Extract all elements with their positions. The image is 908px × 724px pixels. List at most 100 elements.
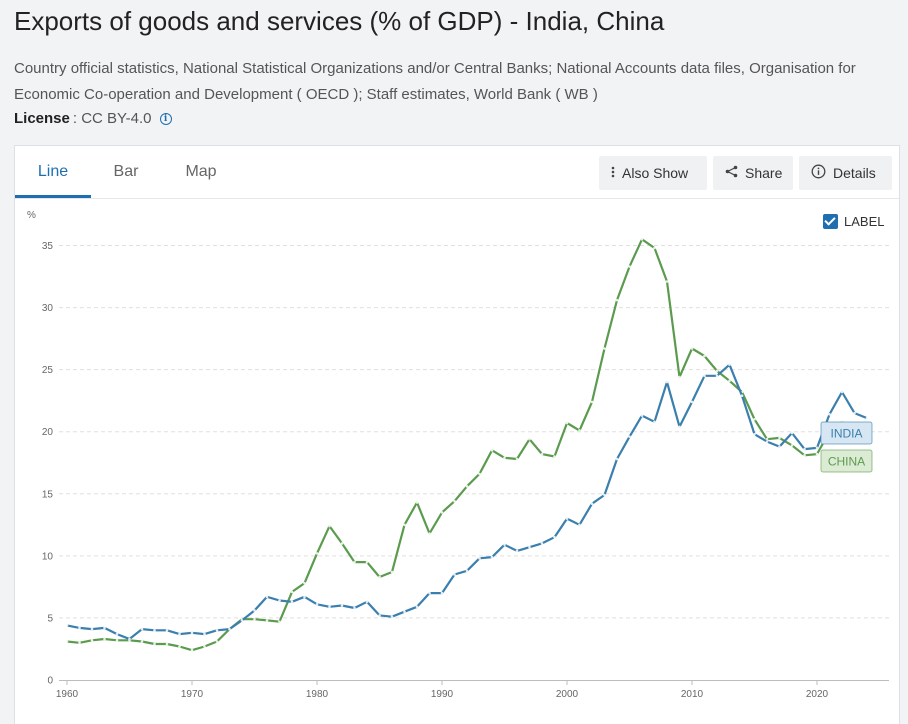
data-point-china [328,524,331,528]
tab-bar[interactable]: Bar [113,163,139,180]
data-point-india [378,614,381,617]
data-point-china [215,640,219,643]
also-show-button[interactable]: Also Show [599,156,707,190]
data-point-india [440,591,444,595]
data-point-india [190,631,194,635]
x-tick-label: 2000 [556,689,579,700]
data-point-india [265,595,269,599]
details-label: Details [833,165,876,181]
data-point-china [178,645,181,648]
data-point-china [165,642,169,646]
data-point-china [728,379,731,383]
data-point-india [165,629,169,632]
data-point-china [528,437,531,441]
data-point-india [828,413,831,416]
data-point-india [178,632,181,636]
x-tick-label: 2020 [806,689,829,700]
data-point-india [640,414,644,417]
data-point-china [65,640,69,643]
data-point-india [115,632,119,636]
end-label-china: CHINA [828,455,865,469]
share-button[interactable]: Share [713,156,793,190]
data-point-china [478,472,481,476]
data-point-india [465,569,469,573]
label-toggle[interactable]: LABEL [823,214,884,229]
data-point-india [78,626,81,630]
data-point-china [628,265,631,268]
data-point-india [840,390,844,394]
x-tick-label: 1980 [306,689,329,700]
y-tick-label: 20 [42,427,54,438]
data-point-india [140,627,144,631]
end-label-box-china [820,449,873,473]
data-point-china [578,429,581,432]
y-tick-label: 10 [42,551,54,562]
info-icon[interactable]: i [159,112,172,125]
data-point-india [228,627,231,631]
data-point-india [340,604,344,607]
data-point-china [115,638,119,642]
x-tick-label: 2010 [681,689,704,700]
end-label-box-india [820,421,873,445]
data-point-india [765,440,769,443]
data-point-india [328,605,331,609]
data-point-india [390,615,394,618]
data-point-china [565,421,569,425]
series-line-china [66,238,856,652]
tab-divider [15,198,899,199]
data-point-china [815,452,819,456]
data-point-india [665,380,669,384]
share-label: Share [745,165,783,181]
data-point-india [490,555,494,559]
data-point-india [303,595,306,599]
data-point-china [540,452,544,456]
data-point-india [453,573,456,576]
data-point-india [715,374,719,378]
data-point-india [690,400,694,404]
data-point-india [278,599,281,602]
data-point-china [603,347,606,350]
data-point-china [415,501,419,504]
data-point-india [753,432,756,436]
y-tick-label: 35 [42,241,54,252]
data-point-china [390,570,394,574]
data-point-china [503,456,506,460]
data-point-india [590,502,594,506]
data-point-china [378,575,381,579]
data-point-china [678,375,681,379]
label-checkbox[interactable] [823,214,838,229]
also-show-label: Also Show [622,165,689,181]
tab-line[interactable]: Line [15,146,91,198]
data-point-india [353,606,356,610]
data-point-china [103,637,106,641]
data-point-india [503,543,506,546]
data-point-china [703,354,706,358]
more-vertical-icon [611,165,615,181]
data-point-india [815,446,819,450]
data-point-india [528,545,531,549]
data-point-china [278,620,281,623]
y-tick-label: 30 [42,303,54,314]
data-point-china [203,645,206,648]
details-button[interactable]: Details [799,156,892,190]
y-tick-label: 25 [42,365,54,376]
data-point-china [490,449,494,452]
data-point-china [140,640,144,643]
data-point-china [78,641,81,645]
data-point-india [315,602,319,606]
data-point-china [465,485,469,488]
data-point-india [515,549,519,553]
y-axis-unit-label: % [27,210,36,221]
end-label-india: INDIA [830,427,862,441]
data-point-china [515,457,519,461]
data-point-india [103,626,106,630]
x-tick-label: 1960 [56,689,79,700]
view-tabs: Line Bar Map [15,146,241,198]
data-point-china [290,590,294,594]
data-point-india [790,431,794,435]
data-point-china [640,237,644,241]
page-title: Exports of goods and services (% of GDP)… [14,6,665,36]
data-point-china [803,454,806,457]
data-point-india [428,591,431,595]
tab-map[interactable]: Map [185,163,217,180]
